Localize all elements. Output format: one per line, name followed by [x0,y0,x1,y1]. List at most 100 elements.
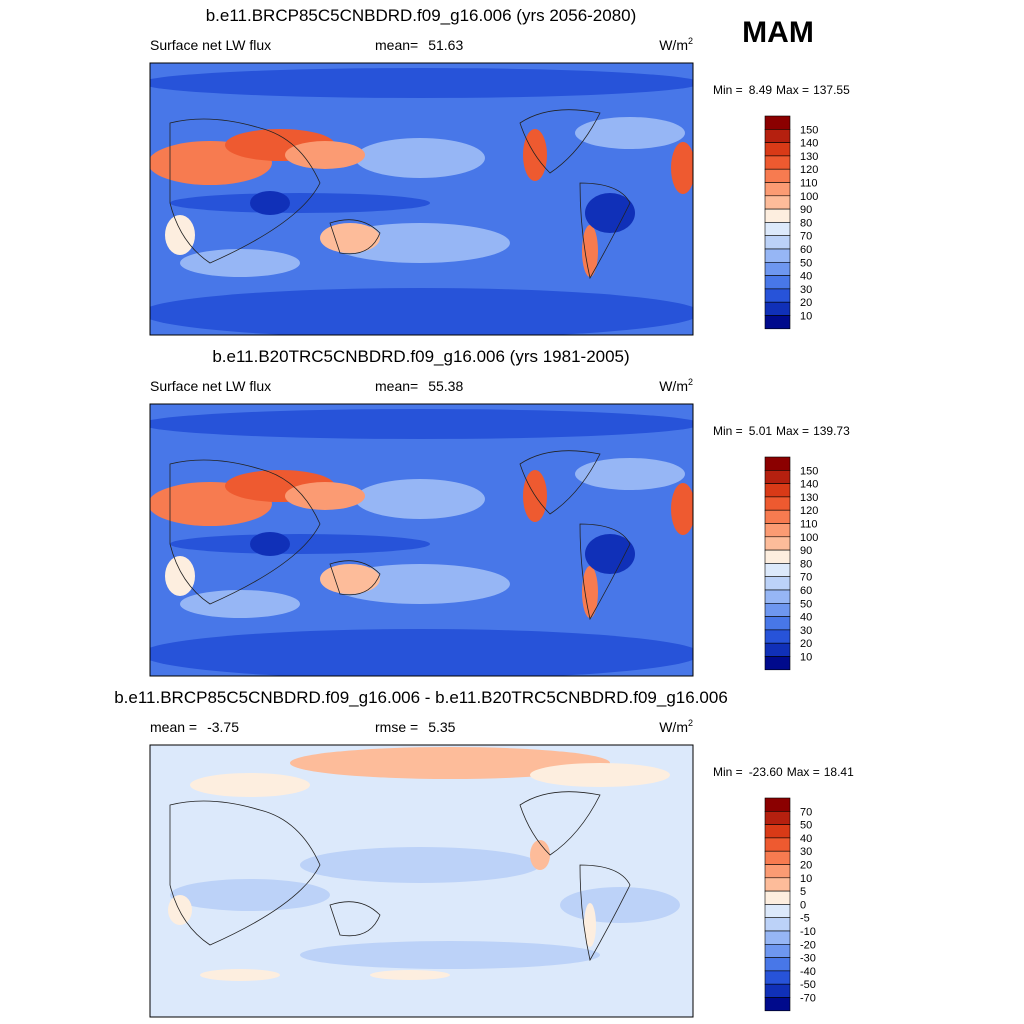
colorbar-label: -5 [800,913,810,925]
colorbar-label: 50 [800,257,812,269]
text-part: 18.41 [824,765,854,779]
map-region [300,941,600,969]
map-region [200,969,280,981]
coastline [519,109,601,174]
map-region [582,566,598,618]
text-part: 2 [688,377,693,387]
text-part: -3.75 [207,719,239,735]
map-region [582,225,598,277]
units: W/m2 [659,718,693,735]
colorbar-label: 40 [800,271,812,283]
colorbar-box [764,850,791,865]
units: W/m2 [659,377,693,394]
colorbar-label: 10 [800,311,812,323]
colorbar-label: 100 [800,532,818,544]
colorbar-label: 70 [800,231,812,243]
map-field [150,404,693,676]
colorbar-label: -20 [800,939,816,951]
colorbar-label: 20 [800,297,812,309]
colorbar-label: 90 [800,204,812,216]
colorbar-box [764,456,791,471]
map-region [150,288,693,335]
colorbar-label: 120 [800,505,818,517]
map-region [530,840,550,870]
colorbar-box [764,890,791,905]
text-part: 51.63 [428,37,463,53]
colorbar-box [764,616,791,631]
map-region [285,482,365,510]
colorbar-box [764,602,791,617]
colorbar-label: 50 [800,820,812,832]
colorbar-box [764,877,791,892]
map-region [320,564,380,594]
units: W/m2 [659,36,693,53]
coastline [169,118,321,264]
colorbar-box [764,248,791,263]
text-part: 5.01 [749,424,773,438]
coastline [579,864,631,962]
map-region [190,773,310,797]
colorbar-label: 100 [800,191,818,203]
colorbar-box [764,182,791,197]
text-part: 139.73 [813,424,850,438]
map-region [355,479,485,519]
map-region [300,847,540,883]
map-region [575,117,685,149]
coastline [519,791,601,856]
colorbar-label: 150 [800,465,818,477]
text-part: Max = [776,424,809,438]
left-label: mean = -3.75 [150,719,239,735]
map-region [355,138,485,178]
map-field [150,63,693,335]
colorbar-box [764,315,791,330]
colorbar-box [764,917,791,932]
colorbar-box [764,904,791,919]
colorbar-box [764,997,791,1012]
map-region [585,534,635,574]
text-part: mean = [150,719,197,735]
colorbar-label: -10 [800,926,816,938]
map-region [575,458,685,490]
center-label: mean= 55.38 [375,378,463,394]
colorbar-label: 10 [800,873,812,885]
colorbar-box [764,168,791,183]
colorbar-label: 20 [800,638,812,650]
colorbar-box [764,837,791,852]
panel: b.e11.BRCP85C5CNBDRD.f09_g16.006 (yrs 20… [149,6,850,336]
colorbar-box [764,261,791,276]
colorbar-label: 90 [800,545,812,557]
text-part: 137.55 [813,83,850,97]
colorbar-label: -70 [800,993,816,1005]
colorbar-label: 150 [800,124,818,136]
coastline [579,182,631,280]
colorbar-label: 130 [800,151,818,163]
min-max: Min = 8.49 Max = 137.55 [713,83,850,97]
coastline [519,450,601,515]
panel-title: b.e11.BRCP85C5CNBDRD.f09_g16.006 - b.e11… [114,688,728,707]
text-part: Min = [713,83,743,97]
colorbar-box [764,589,791,604]
text-part: 8.49 [749,83,773,97]
colorbar-box [764,483,791,498]
text-part: Min = [713,424,743,438]
season-label: MAM [742,16,814,49]
colorbar-label: 70 [800,806,812,818]
colorbar-label: 80 [800,558,812,570]
panel-title: b.e11.B20TRC5CNBDRD.f09_g16.006 (yrs 198… [212,347,629,366]
colorbar-box [764,810,791,825]
colorbar-box [764,563,791,578]
colorbar-label: 40 [800,612,812,624]
center-label: mean= 51.63 [375,37,463,53]
colorbar-box [764,275,791,290]
colorbar-label: 30 [800,284,812,296]
text-part: Max = [787,765,820,779]
colorbar-label: -50 [800,979,816,991]
map-region [285,141,365,169]
colorbar-label: 40 [800,833,812,845]
colorbar-box [764,496,791,511]
map-field [150,745,693,1017]
map [149,62,694,336]
colorbar-label: 70 [800,572,812,584]
colorbar-box [764,824,791,839]
colorbar-box [764,208,791,223]
